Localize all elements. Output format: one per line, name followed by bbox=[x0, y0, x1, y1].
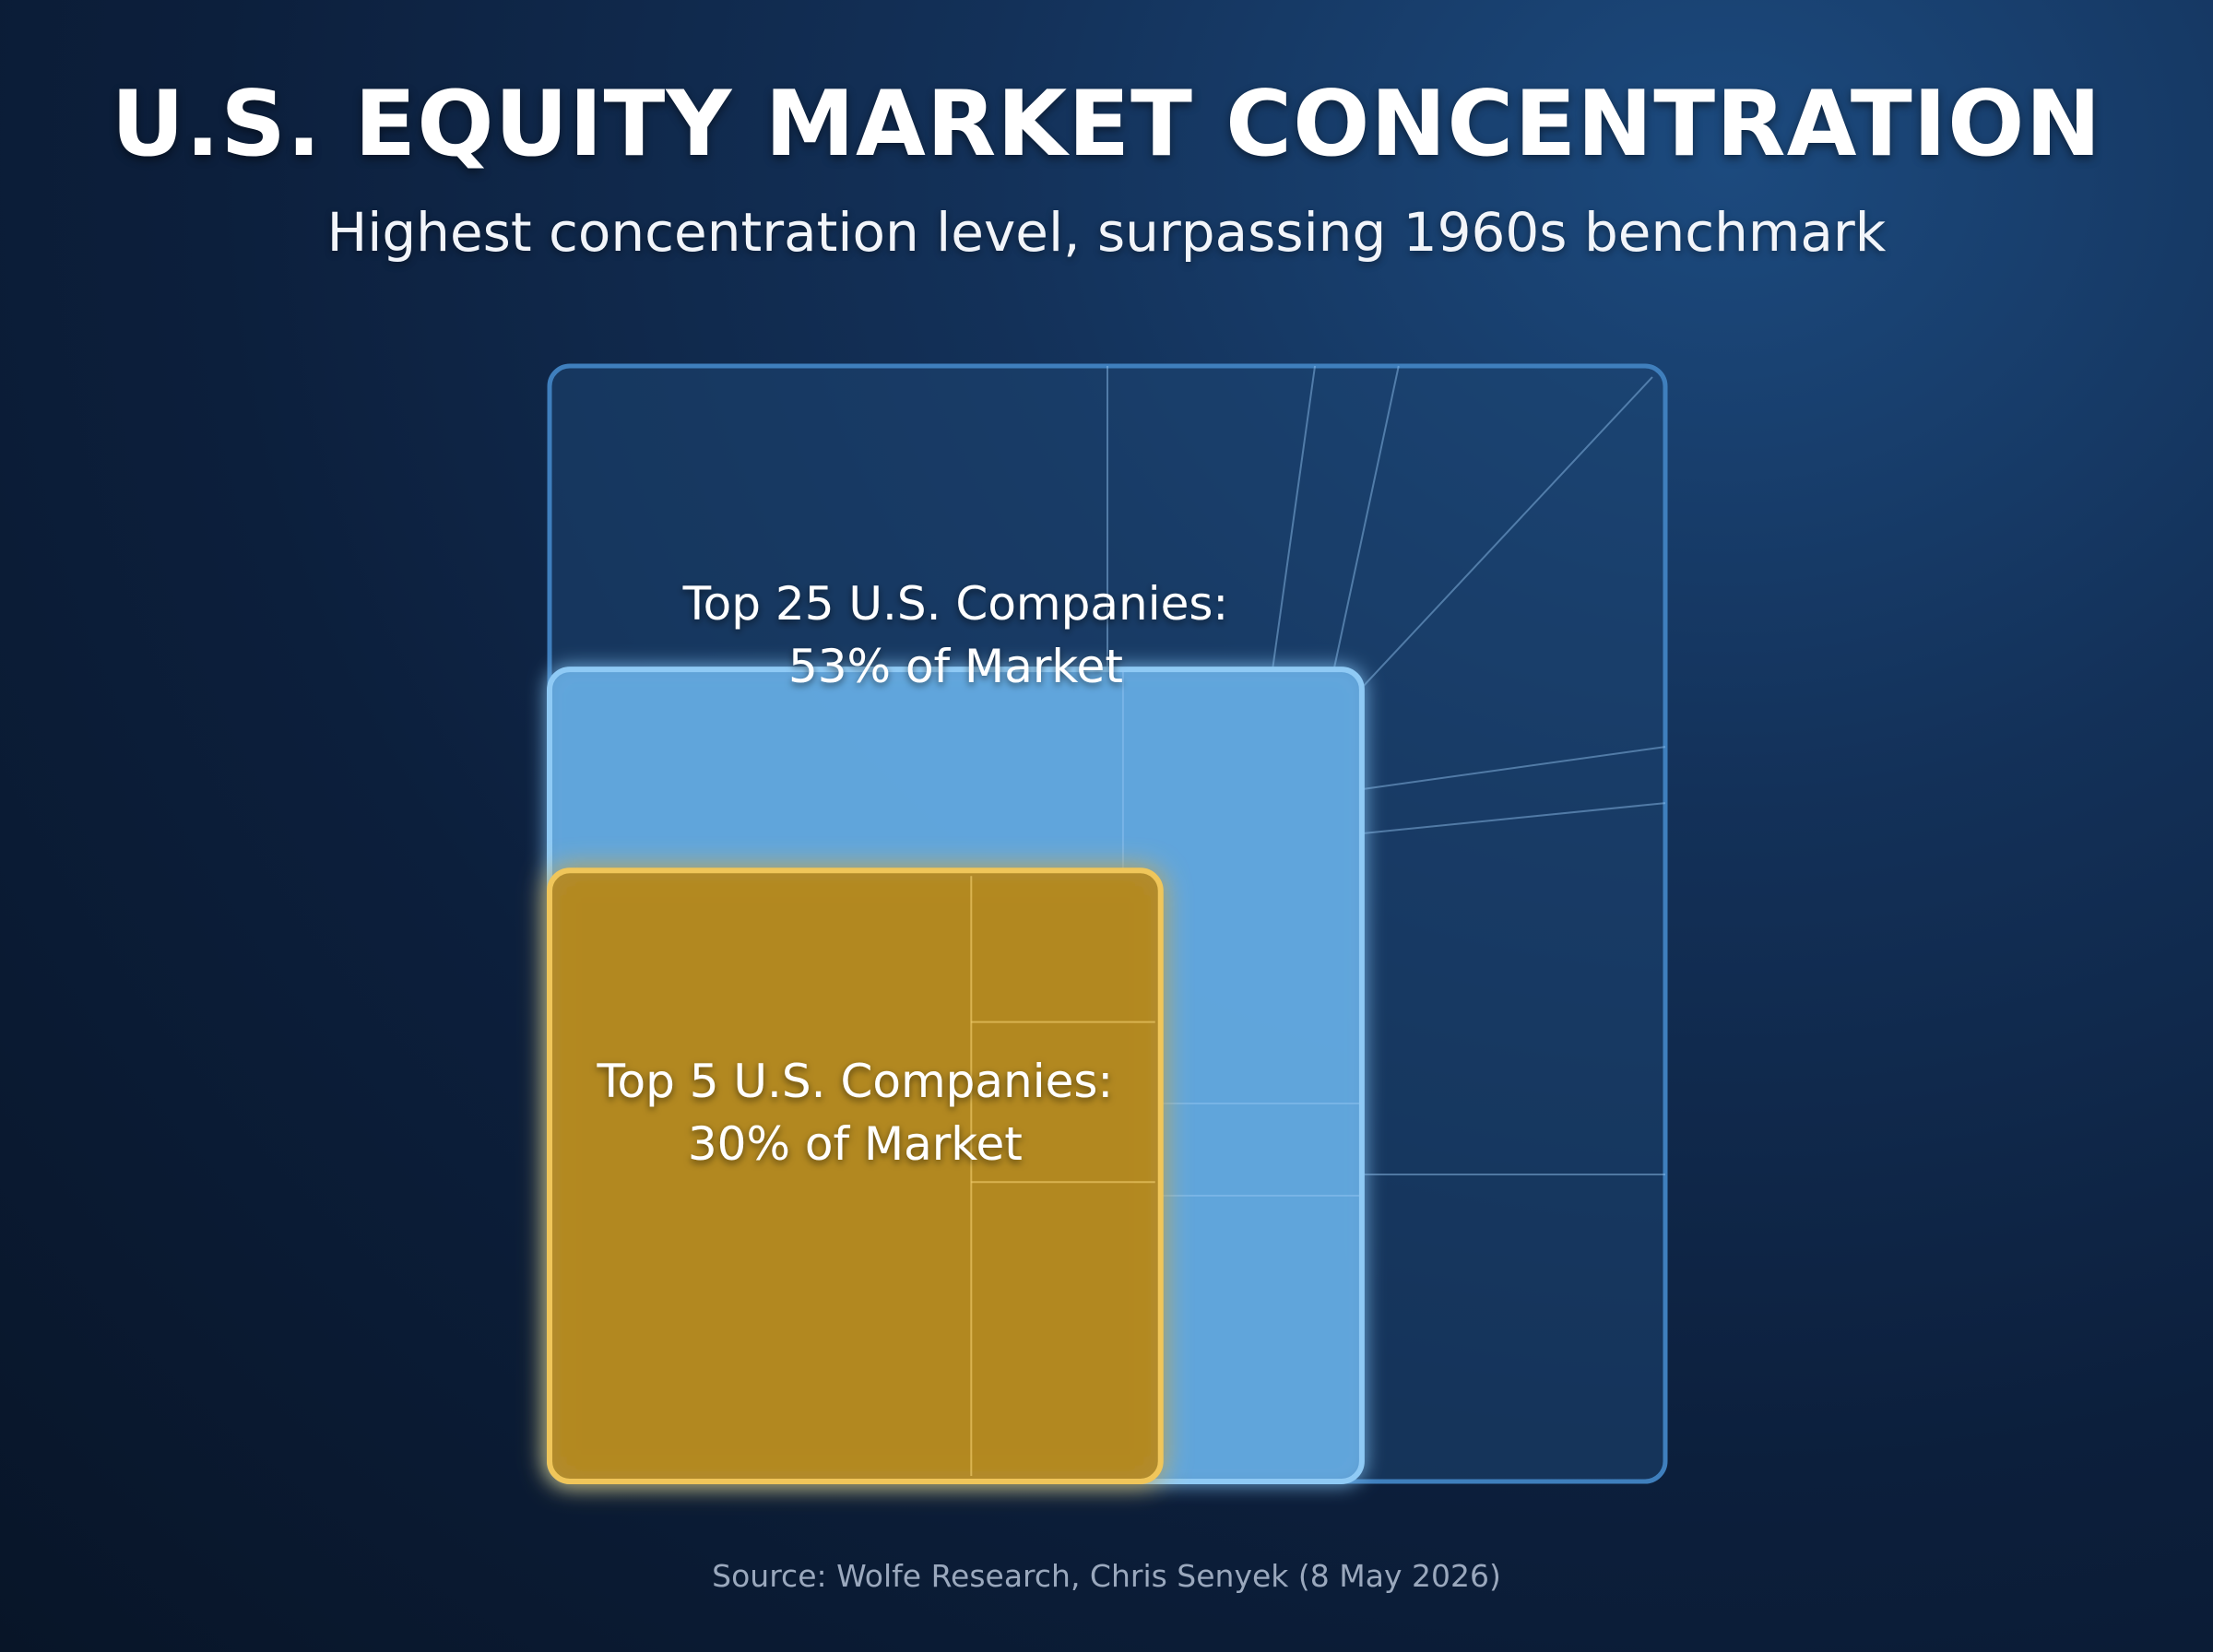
chart-subtitle: Highest concentration level, surpassing … bbox=[326, 201, 1887, 264]
chart-title: U.S. EQUITY MARKET CONCENTRATION bbox=[111, 72, 2102, 177]
outer-divider bbox=[1361, 746, 1666, 791]
top25-label: Top 25 U.S. Companies: bbox=[682, 577, 1229, 631]
outer-divider bbox=[1361, 376, 1653, 689]
top25-label: 53% of Market bbox=[788, 640, 1123, 693]
top5-label: 30% of Market bbox=[688, 1117, 1023, 1171]
outer-divider bbox=[1332, 365, 1400, 670]
outer-divider bbox=[1361, 802, 1666, 835]
top5-label: Top 5 U.S. Companies: bbox=[596, 1055, 1113, 1108]
top5-square bbox=[547, 867, 1164, 1484]
outer-divider bbox=[1272, 365, 1317, 670]
source-note: Source: Wolfe Research, Chris Senyek (8 … bbox=[712, 1558, 1501, 1594]
